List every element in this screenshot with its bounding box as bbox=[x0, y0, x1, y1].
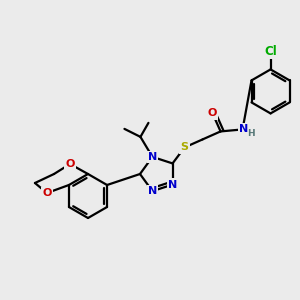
Text: Cl: Cl bbox=[264, 45, 277, 58]
Text: N: N bbox=[148, 152, 157, 162]
Text: O: O bbox=[208, 108, 217, 118]
Text: O: O bbox=[65, 159, 75, 169]
Text: S: S bbox=[181, 142, 189, 152]
Text: N: N bbox=[148, 186, 157, 196]
Text: H: H bbox=[247, 129, 254, 138]
Text: N: N bbox=[168, 180, 177, 190]
Text: N: N bbox=[239, 124, 248, 134]
Text: O: O bbox=[42, 188, 52, 198]
